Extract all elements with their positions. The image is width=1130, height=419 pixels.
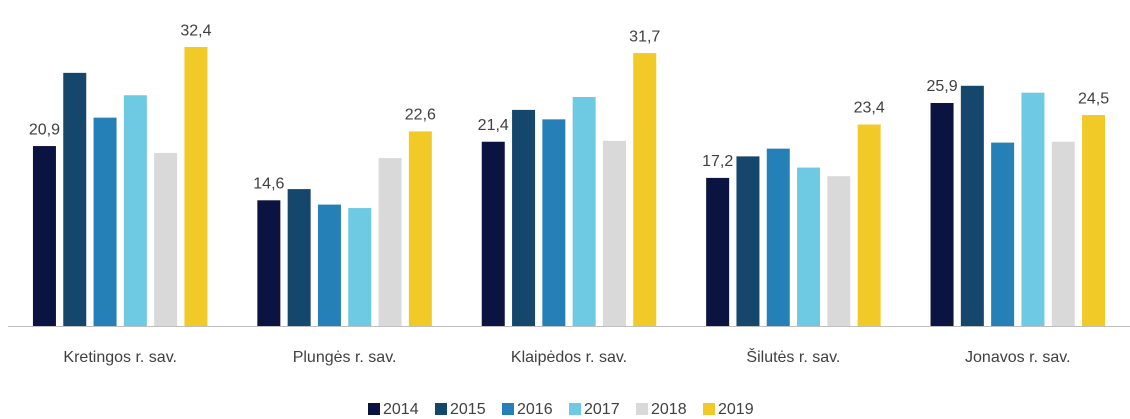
legend-swatch xyxy=(502,403,514,415)
bar xyxy=(633,53,657,327)
data-label: 21,4 xyxy=(478,117,509,134)
data-label: 22,6 xyxy=(405,107,436,124)
legend-label: 2014 xyxy=(383,401,419,418)
legend-swatch xyxy=(435,403,447,415)
bar xyxy=(93,117,117,326)
x-tick-label: Kretingos r. sav. xyxy=(63,349,177,366)
bar xyxy=(857,124,881,326)
bar xyxy=(257,200,281,326)
legend-label: 2019 xyxy=(718,401,754,418)
bar xyxy=(797,167,821,326)
legend-swatch xyxy=(636,403,648,415)
bar xyxy=(572,96,596,326)
bar xyxy=(184,47,208,326)
bar xyxy=(706,177,730,326)
data-label: 25,9 xyxy=(926,78,957,95)
bar xyxy=(32,146,56,326)
bar xyxy=(123,95,147,326)
bar xyxy=(512,109,536,326)
bar xyxy=(378,158,402,326)
bar xyxy=(736,156,760,326)
bar xyxy=(827,176,851,326)
data-label: 31,7 xyxy=(629,28,660,45)
x-tick-label: Plungės r. sav. xyxy=(293,349,397,366)
bar xyxy=(766,148,790,326)
legend-label: 2018 xyxy=(651,401,687,418)
bar xyxy=(63,72,87,326)
x-tick-label: Jonavos r. sav. xyxy=(965,349,1071,366)
bar xyxy=(1082,115,1106,327)
bar xyxy=(348,208,372,326)
data-label: 23,4 xyxy=(854,100,885,117)
legend-swatch xyxy=(703,403,715,415)
bar xyxy=(408,131,432,326)
bar xyxy=(991,142,1015,326)
legend-swatch xyxy=(569,403,581,415)
bar xyxy=(602,140,626,326)
bar xyxy=(287,189,311,326)
bar xyxy=(317,204,341,326)
bar xyxy=(1021,92,1045,326)
bar xyxy=(542,119,566,326)
data-label: 17,2 xyxy=(702,153,733,170)
legend-label: 2016 xyxy=(517,401,553,418)
data-label: 24,5 xyxy=(1078,90,1109,107)
x-tick-label: Šilutės r. sav. xyxy=(746,347,840,366)
legend-swatch xyxy=(368,403,380,415)
legend-label: 2017 xyxy=(584,401,620,418)
bar xyxy=(960,85,984,326)
x-tick-label: Klaipėdos r. sav. xyxy=(511,349,627,366)
bar xyxy=(481,141,505,326)
data-label: 14,6 xyxy=(253,176,284,193)
data-label: 20,9 xyxy=(29,121,60,138)
bar xyxy=(1051,141,1075,326)
data-label: 32,4 xyxy=(180,22,211,39)
bar xyxy=(930,103,954,326)
bar xyxy=(154,152,178,326)
legend-label: 2015 xyxy=(450,401,486,418)
